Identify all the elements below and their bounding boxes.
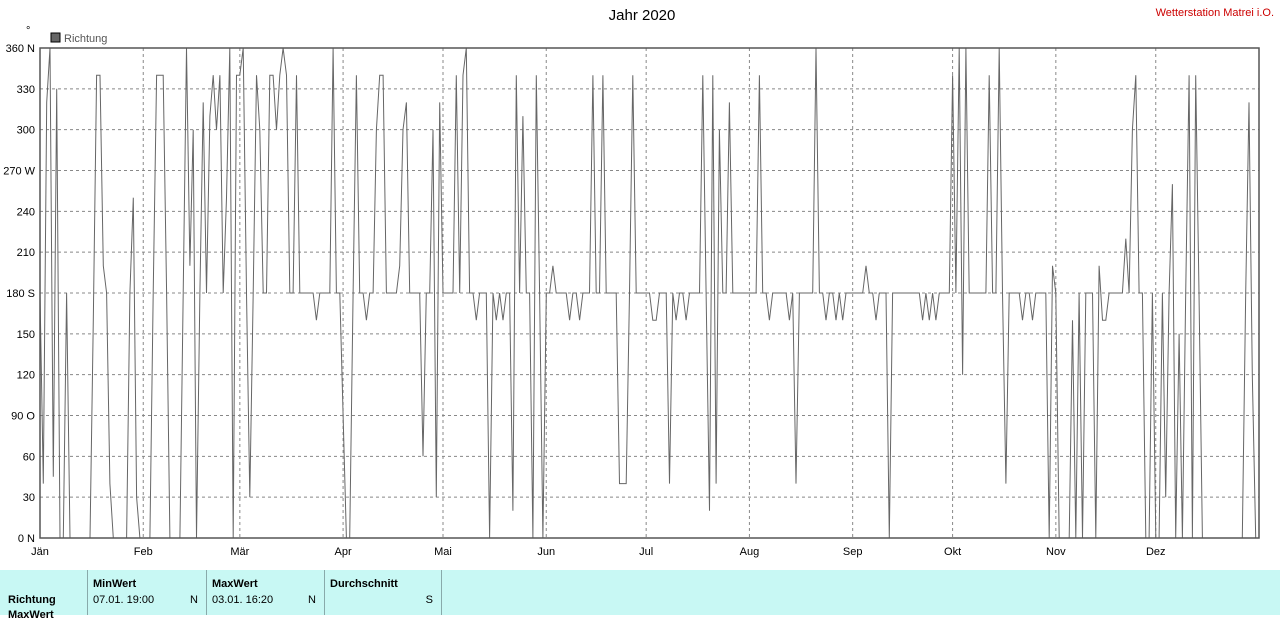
stats-row-label: Richtung: [8, 594, 56, 606]
y-tick-label: 270 W: [3, 166, 35, 178]
x-tick-label: Aug: [740, 546, 760, 558]
y-tick-label: 60: [23, 451, 35, 463]
y-tick-label: 300: [17, 125, 35, 137]
y-axis: 0 N 30 60 90 O 120 150 180 S 210 240 270 W 300 330 3…: [3, 43, 35, 545]
max-header: MaxWert: [212, 578, 258, 590]
chart-title: Jahr 2020: [609, 7, 676, 24]
x-tick-label: Mai: [434, 546, 452, 558]
min-header: MinWert: [93, 578, 137, 590]
avg-header: Durchschnitt: [330, 578, 398, 590]
y-tick-label: 90 O: [11, 411, 35, 423]
y-unit-label: °: [26, 25, 30, 37]
x-tick-label: Jun: [537, 546, 555, 558]
avg-direction: S: [425, 594, 433, 606]
x-tick-label: Dez: [1146, 546, 1166, 558]
station-name: Wetterstation Matrei i.O.: [1156, 7, 1274, 19]
stats-label-cell: Richtung MaxWert: [0, 570, 88, 621]
max-value: 03.01. 16:20: [212, 594, 274, 606]
min-direction: N: [190, 594, 198, 606]
y-tick-label: 360 N: [6, 43, 35, 55]
x-tick-label: Jul: [639, 546, 653, 558]
x-tick-label: Sep: [843, 546, 863, 558]
x-axis: Jän Feb Mär Apr Mai Jun Jul Aug Sep Okt Nov Dez: [31, 546, 1165, 558]
stats-avg-cell: Durchschnitt S: [325, 570, 442, 615]
x-tick-label: Nov: [1046, 546, 1066, 558]
y-tick-label: 150: [17, 329, 35, 341]
y-tick-label: 330: [17, 84, 35, 96]
x-tick-label: Jän: [31, 546, 49, 558]
y-tick-label: 180 S: [6, 288, 35, 300]
x-tick-label: Feb: [134, 546, 153, 558]
y-tick-label: 120: [17, 370, 35, 382]
max-direction: N: [308, 594, 316, 606]
stats-row-label-2: MaxWert: [8, 609, 54, 621]
stats-min-cell: MinWert 07.01. 19:00 N: [88, 570, 207, 615]
y-tick-label: 240: [17, 206, 35, 218]
plot-frame: [39, 47, 1260, 539]
x-tick-label: Apr: [335, 546, 352, 558]
legend-swatch: [50, 32, 61, 43]
y-tick-label: 210: [17, 247, 35, 259]
y-tick-label: 0 N: [18, 533, 35, 545]
grid: [40, 48, 1259, 538]
chart: Jahr 2020 Wetterstation Matrei i.O. ° Ri…: [3, 7, 1274, 558]
series-line-richtung: [39, 47, 1257, 539]
legend-label: Richtung: [64, 33, 107, 45]
x-tick-label: Okt: [944, 546, 961, 558]
min-value: 07.01. 19:00: [93, 594, 155, 606]
stats-panel: Richtung MaxWert MinWert 07.01. 19:00 N …: [0, 570, 1280, 621]
y-tick-label: 30: [23, 492, 35, 504]
stats-max-cell: MaxWert 03.01. 16:20 N: [207, 570, 325, 615]
x-tick-label: Mär: [230, 546, 249, 558]
